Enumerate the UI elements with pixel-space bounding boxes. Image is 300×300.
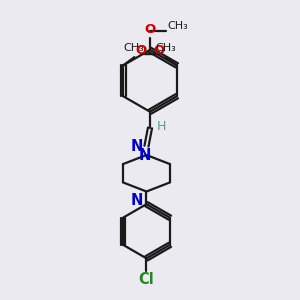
Text: CH₃: CH₃ [167, 21, 188, 31]
Text: N: N [130, 193, 143, 208]
Text: O: O [144, 23, 156, 36]
Text: H: H [157, 120, 166, 133]
Text: N: N [139, 148, 151, 163]
Text: N: N [130, 139, 143, 154]
Text: Cl: Cl [139, 272, 154, 287]
Text: O: O [153, 44, 164, 56]
Text: O: O [136, 44, 147, 56]
Text: CH₃: CH₃ [156, 43, 176, 53]
Text: CH₃: CH₃ [124, 43, 144, 53]
